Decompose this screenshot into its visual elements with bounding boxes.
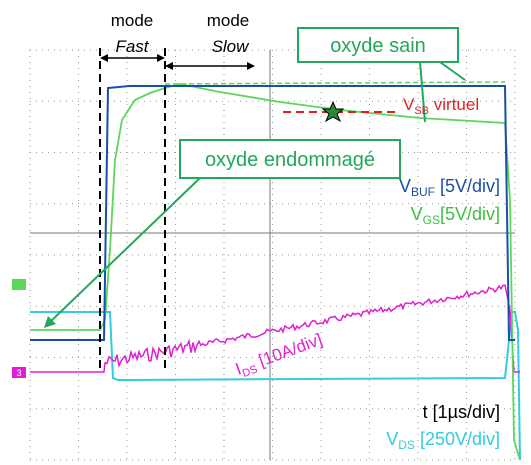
text-rest: [5V/div] [440, 204, 500, 224]
callout-arrow [439, 61, 466, 81]
text-main: V [386, 429, 398, 449]
channel-marker [12, 279, 26, 290]
text-rest: [5V/div] [435, 176, 500, 196]
channel-marker [12, 367, 26, 378]
arrow-head [100, 54, 108, 62]
arrow-head [247, 62, 255, 70]
text-sub: DS [241, 363, 259, 380]
text-sub: SB [414, 105, 429, 117]
callout-text: oxyde endommagé [205, 149, 375, 171]
text-sub: BUF [411, 185, 435, 199]
channel-marker-text: 3 [16, 368, 21, 378]
text-sub: GS [423, 213, 440, 227]
scope-grid [29, 49, 516, 461]
vgs-label: VGS[5V/div] [411, 204, 500, 227]
star [321, 100, 345, 123]
ids-label: IDS [10A/div] [233, 330, 326, 382]
mode-name: Slow [212, 37, 251, 56]
vgs-healthy-trace [164, 81, 506, 85]
vbuf-trace [30, 85, 515, 341]
callout-arrow [49, 177, 201, 323]
text-main: V [399, 176, 411, 196]
vds-label: VDS [250V/div] [386, 429, 500, 452]
vds-trace [30, 311, 521, 461]
arrow-head [157, 54, 165, 62]
text-main: V [403, 95, 415, 114]
arrow-head [44, 316, 56, 328]
text-sub: DS [398, 438, 415, 452]
arrow-head [165, 62, 173, 70]
text-main: V [411, 204, 423, 224]
callout-arrow [419, 61, 426, 123]
callout-box [297, 27, 459, 63]
callout-text: oxyde sain [330, 35, 426, 57]
callout-box [179, 139, 401, 179]
text-rest: [10A/div] [252, 330, 325, 372]
mode-label: mode [207, 11, 250, 30]
text-rest: [250V/div] [415, 429, 500, 449]
ids-trace [30, 284, 520, 373]
vsb-label: VSB virtuel [403, 95, 479, 117]
time-label: t [1µs/div] [423, 402, 500, 422]
text-main: I [233, 359, 244, 378]
mode-name: Fast [115, 37, 149, 56]
vbuf-label: VBUF [5V/div] [399, 176, 500, 199]
mode-label: mode [111, 11, 154, 30]
text-rest: virtuel [429, 95, 479, 114]
